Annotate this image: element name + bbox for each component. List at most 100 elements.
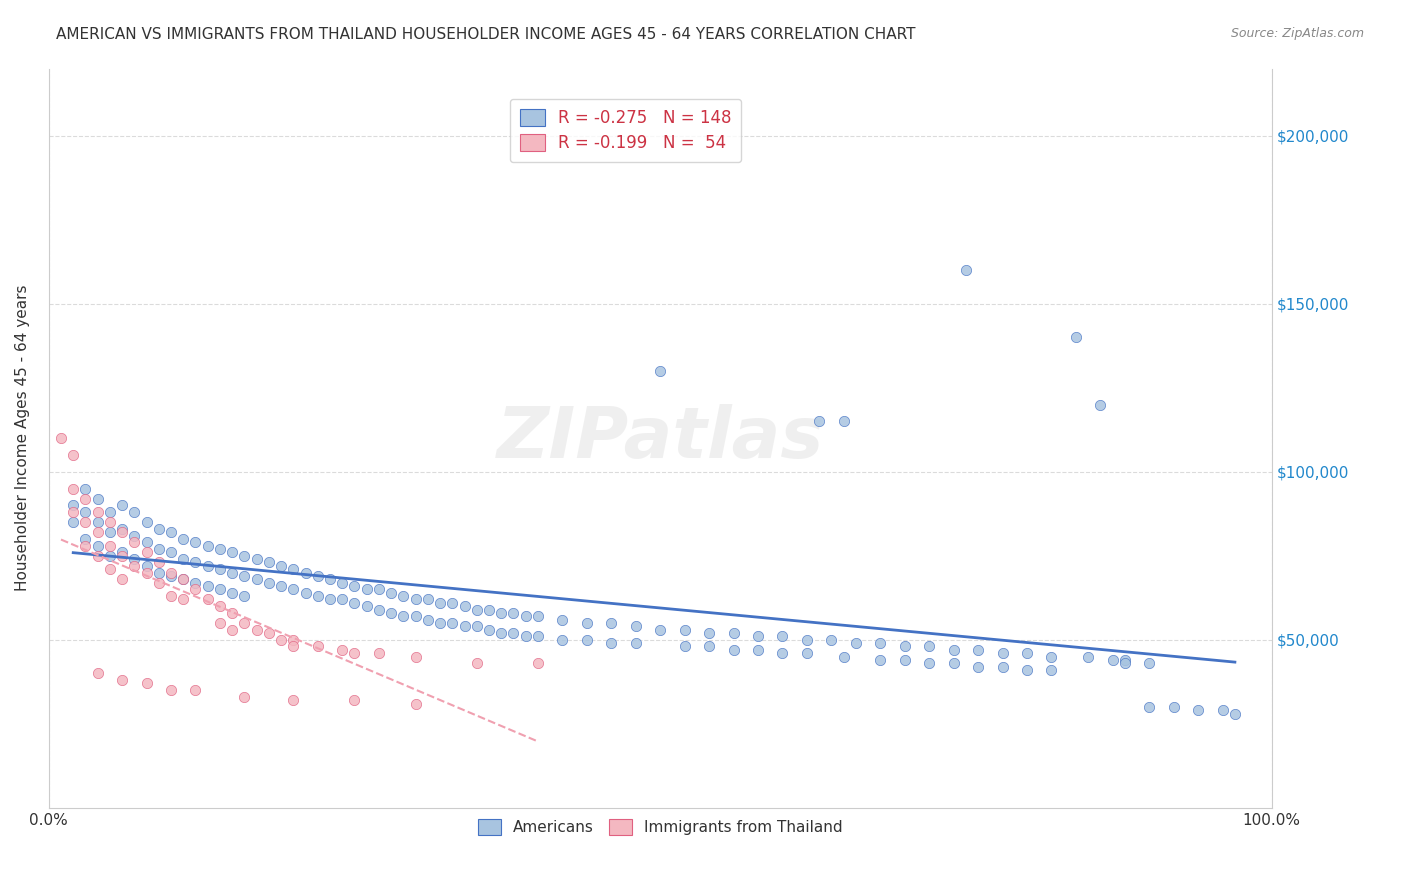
Point bbox=[86, 491, 108, 506]
Point bbox=[221, 585, 243, 599]
Point bbox=[148, 522, 170, 536]
Point bbox=[478, 602, 501, 616]
Point bbox=[160, 525, 183, 540]
Point bbox=[307, 569, 329, 583]
Point bbox=[380, 606, 402, 620]
Point bbox=[624, 636, 647, 650]
Point bbox=[148, 541, 170, 556]
Point bbox=[955, 263, 977, 277]
Point bbox=[319, 572, 342, 586]
Point bbox=[233, 549, 256, 563]
Point bbox=[86, 525, 108, 540]
Point bbox=[233, 569, 256, 583]
Point bbox=[135, 535, 157, 549]
Point bbox=[124, 505, 146, 519]
Point bbox=[98, 525, 121, 540]
Point bbox=[283, 562, 305, 576]
Point bbox=[135, 515, 157, 529]
Point bbox=[184, 582, 207, 597]
Point bbox=[98, 515, 121, 529]
Point bbox=[392, 589, 415, 603]
Point bbox=[135, 558, 157, 573]
Point bbox=[1101, 653, 1123, 667]
Point bbox=[98, 539, 121, 553]
Point bbox=[98, 562, 121, 576]
Point bbox=[124, 558, 146, 573]
Point bbox=[343, 693, 366, 707]
Point bbox=[405, 592, 427, 607]
Point bbox=[527, 609, 550, 624]
Point bbox=[98, 549, 121, 563]
Point bbox=[172, 572, 194, 586]
Point bbox=[1187, 703, 1209, 717]
Point bbox=[208, 562, 231, 576]
Point bbox=[111, 549, 134, 563]
Point bbox=[160, 545, 183, 559]
Point bbox=[62, 448, 84, 462]
Point bbox=[1090, 398, 1112, 412]
Point bbox=[270, 579, 292, 593]
Point bbox=[893, 653, 915, 667]
Point bbox=[441, 596, 464, 610]
Point bbox=[405, 649, 427, 664]
Point bbox=[343, 596, 366, 610]
Point bbox=[111, 545, 134, 559]
Point bbox=[160, 569, 183, 583]
Point bbox=[453, 619, 475, 633]
Point bbox=[283, 582, 305, 597]
Point bbox=[124, 535, 146, 549]
Point bbox=[160, 566, 183, 580]
Point bbox=[62, 482, 84, 496]
Point bbox=[429, 615, 451, 630]
Point bbox=[330, 643, 353, 657]
Point bbox=[624, 619, 647, 633]
Point bbox=[111, 499, 134, 513]
Point bbox=[148, 575, 170, 590]
Point bbox=[405, 697, 427, 711]
Point bbox=[283, 632, 305, 647]
Point bbox=[86, 515, 108, 529]
Point bbox=[697, 640, 720, 654]
Point bbox=[967, 643, 990, 657]
Point bbox=[772, 629, 794, 643]
Point bbox=[98, 505, 121, 519]
Point bbox=[208, 541, 231, 556]
Point bbox=[221, 566, 243, 580]
Point bbox=[1212, 703, 1234, 717]
Point bbox=[307, 589, 329, 603]
Point bbox=[489, 606, 512, 620]
Point bbox=[184, 556, 207, 570]
Point bbox=[1015, 646, 1038, 660]
Point bbox=[942, 643, 965, 657]
Point bbox=[172, 532, 194, 546]
Point bbox=[1114, 653, 1136, 667]
Point bbox=[75, 505, 97, 519]
Point bbox=[184, 575, 207, 590]
Legend: Americans, Immigrants from Thailand: Americans, Immigrants from Thailand bbox=[468, 810, 852, 845]
Point bbox=[453, 599, 475, 614]
Point bbox=[796, 646, 818, 660]
Point bbox=[246, 552, 269, 566]
Point bbox=[1223, 706, 1246, 721]
Point bbox=[135, 545, 157, 559]
Point bbox=[319, 592, 342, 607]
Point bbox=[832, 414, 855, 428]
Point bbox=[465, 657, 488, 671]
Point bbox=[697, 626, 720, 640]
Point bbox=[515, 609, 537, 624]
Point bbox=[380, 585, 402, 599]
Point bbox=[527, 629, 550, 643]
Point bbox=[330, 575, 353, 590]
Point bbox=[75, 515, 97, 529]
Point bbox=[148, 566, 170, 580]
Point bbox=[86, 666, 108, 681]
Point bbox=[673, 640, 696, 654]
Point bbox=[233, 615, 256, 630]
Point bbox=[723, 643, 745, 657]
Point bbox=[270, 558, 292, 573]
Point bbox=[575, 632, 598, 647]
Point bbox=[747, 629, 769, 643]
Point bbox=[62, 499, 84, 513]
Point bbox=[502, 606, 524, 620]
Point bbox=[197, 592, 219, 607]
